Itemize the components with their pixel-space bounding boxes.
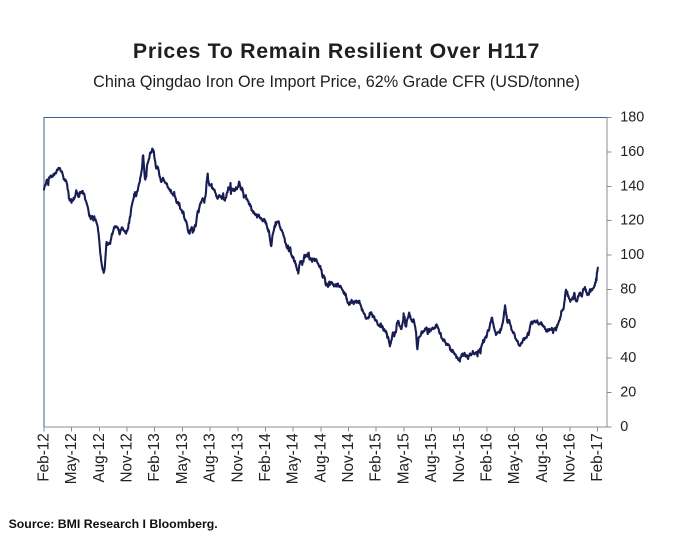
svg-text:60: 60 [620, 316, 636, 332]
svg-text:May-14: May-14 [285, 433, 302, 484]
svg-text:80: 80 [620, 281, 636, 297]
svg-text:Feb-13: Feb-13 [146, 433, 163, 481]
svg-text:140: 140 [620, 178, 644, 194]
svg-text:100: 100 [620, 247, 644, 263]
svg-text:Feb-15: Feb-15 [368, 433, 385, 481]
svg-text:Aug-15: Aug-15 [423, 433, 440, 482]
svg-text:40: 40 [620, 350, 636, 366]
svg-text:0: 0 [620, 419, 628, 435]
svg-text:Nov-15: Nov-15 [451, 433, 468, 482]
svg-text:Feb-14: Feb-14 [257, 433, 274, 482]
svg-text:Feb-12: Feb-12 [36, 433, 53, 481]
svg-text:May-16: May-16 [506, 433, 523, 484]
svg-text:Nov-14: Nov-14 [340, 433, 357, 483]
svg-text:180: 180 [620, 110, 644, 126]
svg-text:Nov-16: Nov-16 [562, 433, 579, 482]
svg-text:Aug-13: Aug-13 [202, 433, 219, 482]
svg-text:May-13: May-13 [174, 433, 191, 484]
svg-text:Nov-13: Nov-13 [229, 433, 246, 482]
svg-text:Feb-17: Feb-17 [589, 433, 606, 481]
svg-text:Aug-16: Aug-16 [534, 433, 551, 482]
svg-text:160: 160 [620, 144, 644, 160]
svg-text:Aug-14: Aug-14 [312, 433, 329, 483]
svg-text:May-12: May-12 [63, 433, 80, 484]
svg-text:Feb-16: Feb-16 [479, 433, 496, 481]
svg-text:Aug-12: Aug-12 [91, 433, 108, 482]
svg-text:May-15: May-15 [395, 433, 412, 484]
svg-text:Nov-12: Nov-12 [119, 433, 136, 482]
svg-text:20: 20 [620, 385, 636, 401]
svg-text:120: 120 [620, 213, 644, 229]
